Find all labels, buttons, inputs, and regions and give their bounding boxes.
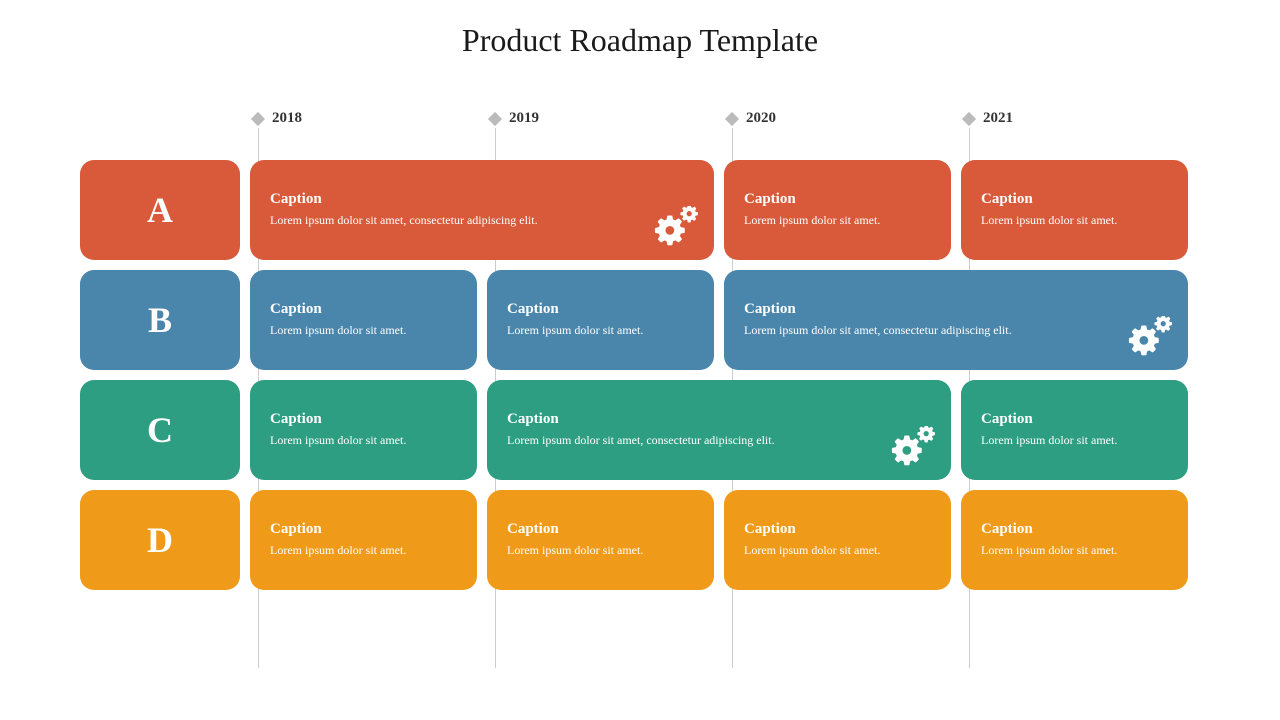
swimlane-row: A Caption Lorem ipsum dolor sit amet, cons… <box>80 160 1200 260</box>
card-body: Lorem ipsum dolor sit amet, consectetur … <box>270 212 630 228</box>
card-body: Lorem ipsum dolor sit amet. <box>981 212 1168 228</box>
year-header-row: 2018 2019 2020 2021 <box>250 110 1200 150</box>
gears-icon <box>654 206 698 246</box>
card-body: Lorem ipsum dolor sit amet, consectetur … <box>744 322 1104 338</box>
gears-icon-wrap <box>891 426 935 466</box>
year-marker-diamond <box>725 112 739 126</box>
card-body: Lorem ipsum dolor sit amet. <box>744 212 931 228</box>
card-caption: Caption <box>981 521 1168 538</box>
year-label: 2019 <box>509 110 539 127</box>
card-caption: Caption <box>270 411 457 428</box>
gears-icon-wrap <box>1128 316 1172 356</box>
year-marker-diamond <box>488 112 502 126</box>
year-marker-diamond <box>251 112 265 126</box>
row-label: B <box>80 270 240 370</box>
card-body: Lorem ipsum dolor sit amet, consectetur … <box>507 432 867 448</box>
card-caption: Caption <box>507 411 931 428</box>
year-label: 2020 <box>746 110 776 127</box>
roadmap-card: Caption Lorem ipsum dolor sit amet. <box>250 380 477 480</box>
swimlanes: A Caption Lorem ipsum dolor sit amet, cons… <box>80 160 1200 590</box>
card-caption: Caption <box>507 301 694 318</box>
swimlane-row: DCaptionLorem ipsum dolor sit amet.Capti… <box>80 490 1200 590</box>
roadmap-card: Caption Lorem ipsum dolor sit amet. <box>487 270 714 370</box>
roadmap-card: Caption Lorem ipsum dolor sit amet, conse… <box>250 160 714 260</box>
card-body: Lorem ipsum dolor sit amet. <box>507 542 694 558</box>
roadmap-card: Caption Lorem ipsum dolor sit amet. <box>487 490 714 590</box>
roadmap-card: Caption Lorem ipsum dolor sit amet. <box>961 380 1188 480</box>
card-caption: Caption <box>981 191 1168 208</box>
card-caption: Caption <box>744 301 1168 318</box>
year-label: 2021 <box>983 110 1013 127</box>
card-body: Lorem ipsum dolor sit amet. <box>744 542 931 558</box>
swimlane-row: CCaptionLorem ipsum dolor sit amet.Capti… <box>80 380 1200 480</box>
roadmap-card: Caption Lorem ipsum dolor sit amet, conse… <box>487 380 951 480</box>
row-label: C <box>80 380 240 480</box>
roadmap-card: Caption Lorem ipsum dolor sit amet. <box>961 490 1188 590</box>
card-body: Lorem ipsum dolor sit amet. <box>981 542 1168 558</box>
page-title: Product Roadmap Template <box>0 0 1280 59</box>
roadmap-card: Caption Lorem ipsum dolor sit amet. <box>250 490 477 590</box>
card-caption: Caption <box>981 411 1168 428</box>
card-body: Lorem ipsum dolor sit amet. <box>270 432 457 448</box>
card-caption: Caption <box>270 191 694 208</box>
swimlane-row: BCaptionLorem ipsum dolor sit amet.Capti… <box>80 270 1200 370</box>
roadmap-card: Caption Lorem ipsum dolor sit amet. <box>250 270 477 370</box>
card-body: Lorem ipsum dolor sit amet. <box>270 542 457 558</box>
card-caption: Caption <box>744 521 931 538</box>
card-body: Lorem ipsum dolor sit amet. <box>981 432 1168 448</box>
gears-icon <box>891 426 935 466</box>
card-caption: Caption <box>270 521 457 538</box>
roadmap-card: Caption Lorem ipsum dolor sit amet. <box>724 490 951 590</box>
row-label: A <box>80 160 240 260</box>
roadmap-grid: 2018 2019 2020 2021 A Caption Lorem ipsum dol… <box>80 110 1200 600</box>
row-label: D <box>80 490 240 590</box>
card-caption: Caption <box>744 191 931 208</box>
gears-icon-wrap <box>654 206 698 246</box>
card-caption: Caption <box>507 521 694 538</box>
year-label: 2018 <box>272 110 302 127</box>
roadmap-card: Caption Lorem ipsum dolor sit amet. <box>724 160 951 260</box>
card-body: Lorem ipsum dolor sit amet. <box>270 322 457 338</box>
roadmap-card: Caption Lorem ipsum dolor sit amet, conse… <box>724 270 1188 370</box>
card-caption: Caption <box>270 301 457 318</box>
gears-icon <box>1128 316 1172 356</box>
roadmap-card: Caption Lorem ipsum dolor sit amet. <box>961 160 1188 260</box>
card-body: Lorem ipsum dolor sit amet. <box>507 322 694 338</box>
year-marker-diamond <box>962 112 976 126</box>
